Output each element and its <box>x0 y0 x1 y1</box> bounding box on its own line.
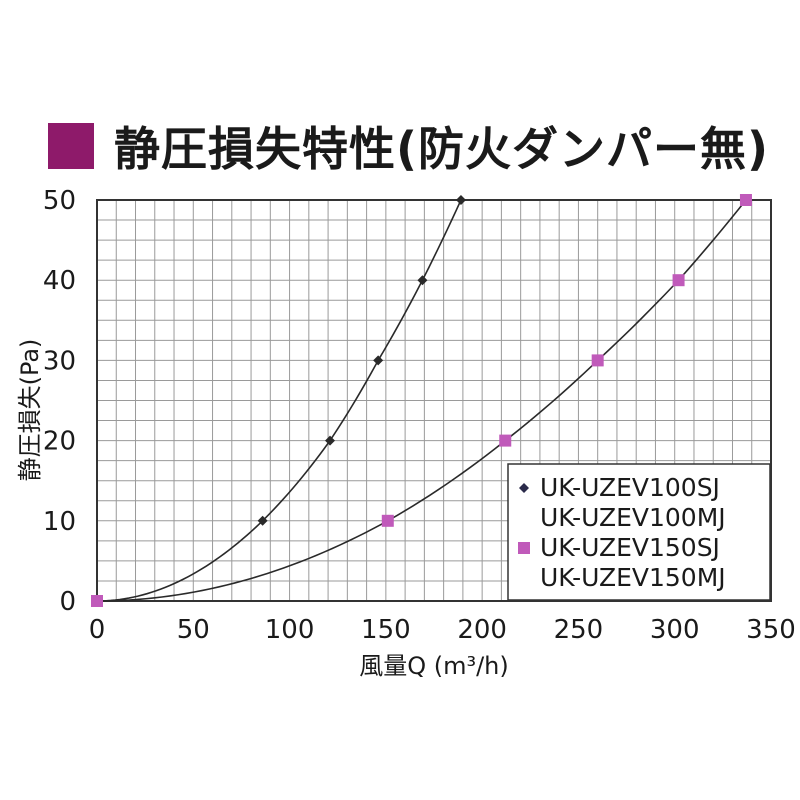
y-axis-label: 静圧損失(Pa) <box>16 339 44 482</box>
data-point-square <box>739 194 752 206</box>
data-point-square <box>591 354 604 367</box>
x-tick-label: 150 <box>361 615 411 645</box>
data-point-square <box>91 595 103 607</box>
y-tick-label: 0 <box>59 587 76 617</box>
data-point-diamond <box>325 435 336 446</box>
legend-entry: UK-UZEV100SJ <box>540 473 720 502</box>
legend-marker-diamond <box>519 483 529 493</box>
data-point-square <box>499 434 512 447</box>
series <box>91 194 752 607</box>
chart-title: 静圧損失特性(防火ダンパー無) <box>114 122 770 176</box>
series-line <box>96 199 462 602</box>
data-point-diamond <box>373 355 384 366</box>
data-point-diamond <box>417 275 428 286</box>
plot-frame <box>96 199 772 602</box>
x-tick-label: 350 <box>746 615 796 645</box>
legend-entry: UK-UZEV150MJ <box>540 563 726 592</box>
y-tick-label: 30 <box>43 346 76 376</box>
legend: UK-UZEV100SJUK-UZEV100MJUK-UZEV150SJUK-U… <box>507 463 771 601</box>
legend-marker-square <box>518 542 530 554</box>
x-tick-label: 300 <box>650 615 700 645</box>
x-tick-label: 100 <box>265 615 315 645</box>
legend-entry: UK-UZEV100MJ <box>540 503 726 532</box>
legend-box <box>507 463 771 601</box>
x-axis-label: 風量Q (m³/h) <box>359 652 509 680</box>
series-line <box>96 199 747 602</box>
tick-labels: 0 50 100 150 200 250 300 350 0 10 20 30 40 50 <box>43 186 796 645</box>
y-tick-label: 50 <box>43 186 76 216</box>
data-point-square <box>381 514 394 527</box>
x-tick-label: 200 <box>457 615 507 645</box>
x-tick-label: 50 <box>177 615 210 645</box>
x-tick-label: 0 <box>89 615 106 645</box>
data-point-square <box>672 274 685 287</box>
legend-entry: UK-UZEV150SJ <box>540 533 720 562</box>
data-point-diamond <box>455 195 466 205</box>
title-square-icon <box>48 123 94 169</box>
data-point-diamond <box>257 515 268 526</box>
y-tick-label: 40 <box>43 266 76 296</box>
y-tick-label: 20 <box>43 427 76 457</box>
chart-title-block: 静圧損失特性(防火ダンパー無) <box>48 116 769 176</box>
x-tick-label: 250 <box>554 615 604 645</box>
y-tick-label: 10 <box>43 507 76 537</box>
